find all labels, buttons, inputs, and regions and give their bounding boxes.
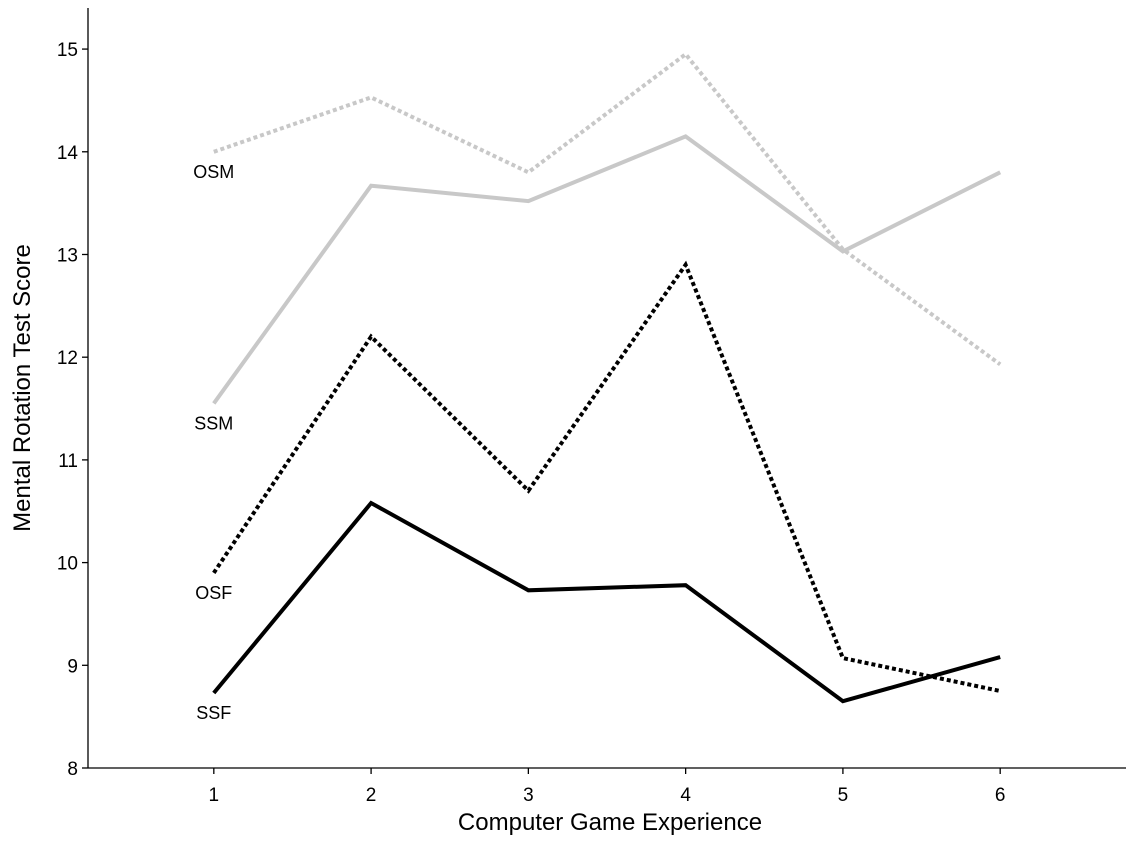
y-tick-label: 14 — [57, 143, 79, 164]
x-tick-label: 4 — [680, 785, 691, 806]
y-tick-label: 10 — [57, 554, 78, 575]
series-label-ssm: SSM — [194, 413, 233, 433]
series-label-osf: OSF — [195, 583, 232, 603]
series-label-osm: OSM — [193, 162, 234, 182]
y-tick-label: 9 — [67, 656, 78, 677]
series-labels: OSM SSM OSF SSF — [193, 162, 234, 723]
x-tick-label: 2 — [366, 785, 377, 806]
series-line-ssf — [214, 503, 1000, 701]
y-tick-label: 12 — [57, 348, 78, 369]
x-tick-label: 1 — [209, 785, 220, 806]
x-tick-label: 3 — [523, 785, 534, 806]
x-tick-label: 5 — [838, 785, 849, 806]
y-tick-label: 13 — [57, 245, 78, 266]
x-axis-title: Computer Game Experience — [458, 809, 762, 836]
series-line-ssm — [214, 136, 1000, 403]
y-axis-title: Mental Rotation Test Score — [9, 244, 36, 532]
series-line-osf — [214, 265, 1000, 691]
series-label-ssf: SSF — [196, 703, 231, 723]
y-tick-label: 11 — [58, 451, 78, 472]
series-layer — [214, 54, 1000, 701]
y-tick-label: 15 — [57, 40, 78, 61]
series-line-osm — [214, 54, 1000, 364]
y-tick-label: 8 — [67, 759, 78, 780]
x-tick-label: 6 — [995, 785, 1006, 806]
